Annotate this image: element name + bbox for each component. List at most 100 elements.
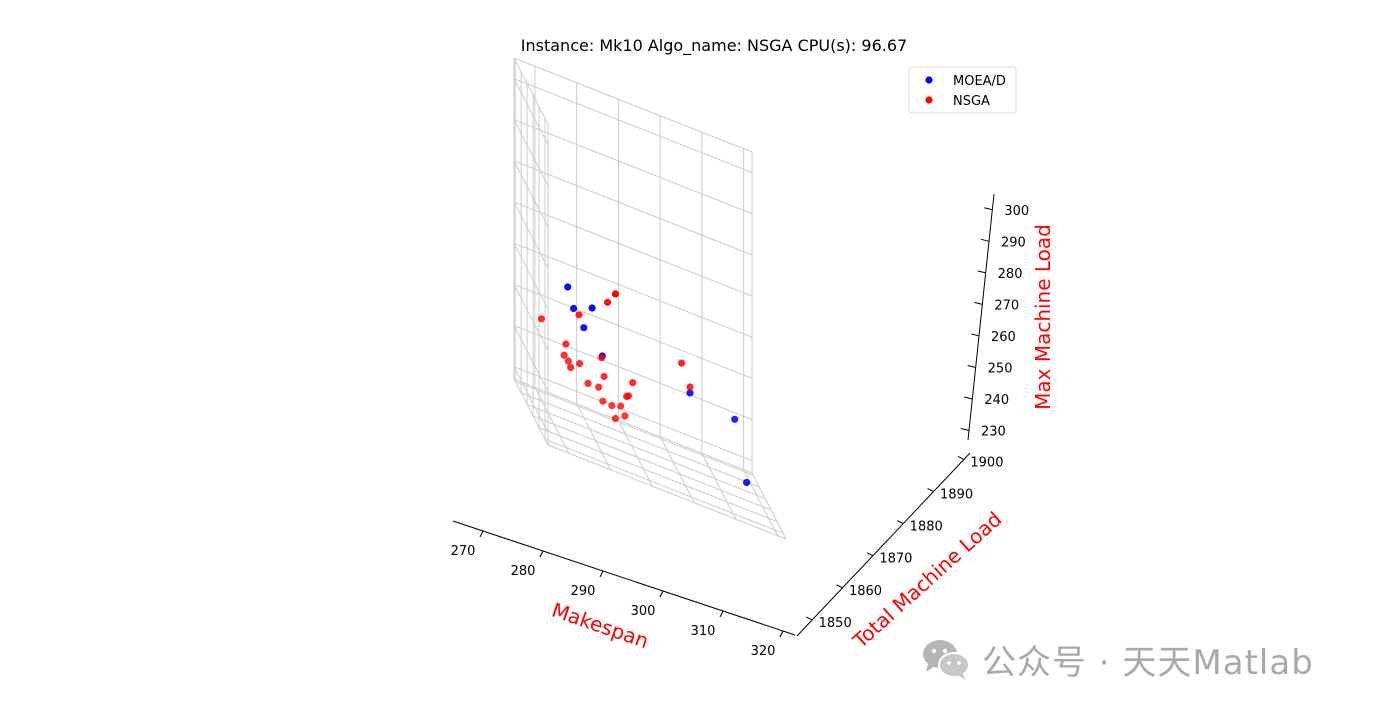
x-tick-label: 280 xyxy=(511,564,536,579)
grid-line-z xyxy=(513,242,753,338)
grid-line-z xyxy=(513,366,549,433)
pane-edge xyxy=(513,57,753,153)
z-tick xyxy=(970,333,980,337)
data-point-nsga xyxy=(595,383,603,391)
data-point-nsga xyxy=(599,397,607,405)
grid-line-z xyxy=(513,119,753,215)
z-tick-label: 300 xyxy=(1004,204,1029,219)
z-tick-label: 250 xyxy=(988,361,1013,376)
y-tick-label: 1850 xyxy=(819,616,852,631)
data-point-nsga xyxy=(621,412,629,420)
grid-line-z xyxy=(513,160,753,256)
grid-line-y xyxy=(544,438,784,534)
x-tick xyxy=(779,630,784,638)
grid-line-z xyxy=(513,284,549,351)
z-tick xyxy=(964,396,973,400)
x-tick xyxy=(479,530,484,538)
pane-edge xyxy=(751,472,787,540)
y-tick-label: 1860 xyxy=(849,584,882,599)
legend-box xyxy=(908,66,1017,114)
grid-line-z xyxy=(513,201,549,269)
grid-line-z xyxy=(513,325,549,392)
data-point-nsga xyxy=(598,354,606,362)
x-axis-line xyxy=(452,520,796,636)
pane-edge xyxy=(547,444,787,540)
data-point-nsga xyxy=(600,372,608,381)
data-point-nsga xyxy=(611,290,620,298)
grid-line-z xyxy=(513,78,549,145)
data-point-nsga xyxy=(537,315,546,323)
data-point-nsga xyxy=(629,379,637,387)
x-tick-label: 290 xyxy=(571,584,596,599)
y-tick-label: 1890 xyxy=(940,488,973,503)
grid-line-x xyxy=(701,452,737,520)
data-point-nsga xyxy=(611,414,620,423)
y-tick xyxy=(866,552,874,557)
y-tick xyxy=(805,616,813,621)
y-tick xyxy=(836,584,843,589)
z-tick xyxy=(960,428,970,432)
watermark-text: 公众号 · 天天Matlab xyxy=(982,642,1314,683)
y-tick-label: 1870 xyxy=(879,552,912,567)
y-tick xyxy=(927,488,934,492)
y-tick-label: 1900 xyxy=(970,455,1003,470)
axes: 270 280 290 300 310 320 1850 1860 1870 1880 1890 19… xyxy=(451,193,1055,659)
grid-line-z xyxy=(513,78,753,174)
data-point-nsga xyxy=(686,383,694,391)
wechat-icon xyxy=(923,640,970,680)
grid-line-z xyxy=(513,201,753,297)
data-point-moead xyxy=(743,478,751,487)
grid-line-y xyxy=(515,380,754,476)
x-tick-label: 300 xyxy=(631,604,656,619)
x-tick xyxy=(719,610,724,618)
pane-edge xyxy=(513,57,549,125)
grid-line-z xyxy=(513,283,753,379)
y-axis-line xyxy=(796,452,971,637)
data-point-moead xyxy=(564,283,572,291)
grid-line-x xyxy=(617,419,653,487)
legend-label: NSGA xyxy=(953,94,990,109)
z-tick-label: 230 xyxy=(981,425,1006,440)
watermark: 公众号 · 天天Matlab xyxy=(920,636,1314,683)
data-point-nsga xyxy=(584,379,592,387)
z-tick xyxy=(974,301,983,305)
data-points xyxy=(537,283,751,487)
grid-line-x xyxy=(743,469,779,536)
data-point-moead xyxy=(580,324,588,332)
data-point-nsga xyxy=(608,402,616,410)
z-tick xyxy=(984,207,993,211)
grid-line-z xyxy=(513,119,549,186)
grid-line-z xyxy=(513,160,549,228)
grid-line-y xyxy=(526,404,766,499)
data-point-nsga xyxy=(604,298,612,306)
grid-line-y xyxy=(532,415,772,511)
data-point-moead xyxy=(588,304,596,312)
grid-line-z xyxy=(513,242,549,310)
z-tick-label: 260 xyxy=(991,330,1016,345)
z-tick-label: 280 xyxy=(998,267,1023,282)
grid-line-y xyxy=(538,427,778,523)
data-point-nsga xyxy=(624,392,633,400)
y-tick xyxy=(957,455,965,460)
data-point-nsga xyxy=(575,311,583,319)
grid-line-z xyxy=(513,325,753,420)
z-tick xyxy=(967,364,976,368)
grid-line-x xyxy=(576,403,612,470)
legend-marker xyxy=(925,96,933,104)
y-tick xyxy=(897,520,904,525)
x-tick-label: 270 xyxy=(451,544,476,559)
grid-line-y xyxy=(520,392,760,488)
data-point-nsga xyxy=(560,351,568,359)
x-tick xyxy=(539,550,544,558)
pane-edge xyxy=(513,378,753,474)
x-tick-label: 310 xyxy=(691,624,716,639)
data-point-nsga xyxy=(576,360,584,368)
data-point-nsga xyxy=(678,359,686,367)
grid-line-x xyxy=(534,387,570,454)
data-point-moead xyxy=(731,415,739,423)
x-tick xyxy=(659,590,664,598)
legend: MOEA/D NSGA xyxy=(908,66,1017,114)
data-point-moead xyxy=(570,304,578,313)
z-tick-label: 290 xyxy=(1001,235,1026,250)
